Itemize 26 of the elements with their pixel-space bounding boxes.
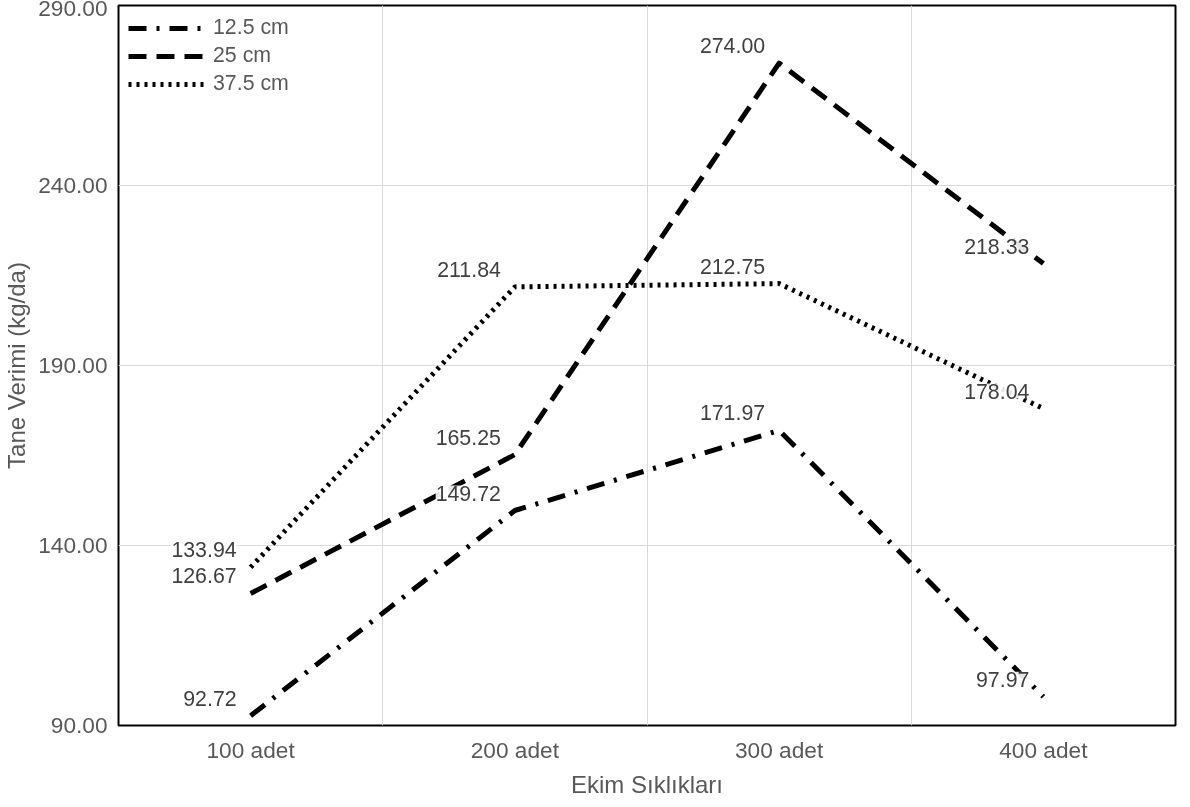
- data-label: 133.94: [171, 538, 237, 563]
- data-label: 218.33: [964, 234, 1030, 259]
- data-label: 97.97: [976, 667, 1030, 692]
- data-label: 171.97: [699, 401, 766, 426]
- data-label: 126.67: [171, 564, 237, 589]
- data-label: 211.84: [437, 257, 502, 282]
- data-label: 212.75: [699, 254, 766, 279]
- y-axis-title: Tane Verimi (kg/da): [3, 262, 31, 469]
- y-tick-label: 290.00: [38, 0, 108, 21]
- data-label: 178.04: [964, 379, 1030, 404]
- x-tick-label: 100 adet: [206, 736, 296, 763]
- data-label: 274.00: [699, 34, 766, 59]
- y-tick-label: 240.00: [38, 172, 108, 198]
- y-tick-label: 140.00: [38, 532, 108, 558]
- x-tick-label: 300 adet: [735, 736, 824, 763]
- y-tick-label: 90.00: [50, 712, 108, 738]
- x-tick-label: 200 adet: [470, 736, 560, 763]
- x-axis-title: Ekim Sıklıkları: [570, 770, 724, 798]
- data-label: 92.72: [183, 686, 237, 711]
- legend-label: 12.5 cm: [213, 15, 289, 40]
- legend-label: 25 cm: [213, 43, 272, 68]
- data-label: 165.25: [435, 425, 501, 450]
- x-tick-label: 400 adet: [999, 736, 1089, 763]
- legend-label: 37.5 cm: [213, 71, 289, 96]
- y-tick-label: 190.00: [38, 352, 108, 378]
- data-label: 149.72: [435, 481, 501, 506]
